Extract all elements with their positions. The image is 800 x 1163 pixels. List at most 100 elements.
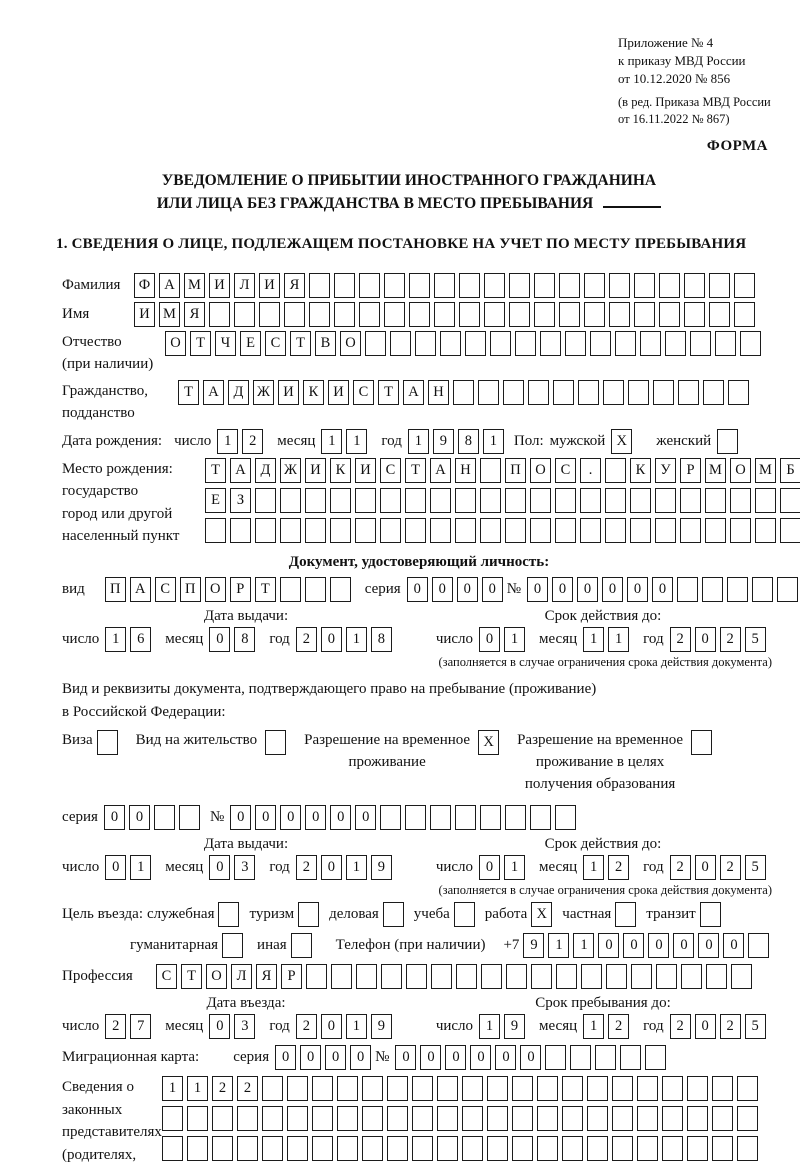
char-cell[interactable]: 0 — [128, 805, 150, 831]
char-cell[interactable]: Р — [229, 576, 251, 602]
purpose-other-checkbox[interactable] — [290, 933, 312, 959]
char-cell[interactable] — [309, 301, 330, 327]
char-cell[interactable]: Я — [184, 301, 205, 327]
char-cell[interactable]: О — [340, 330, 361, 356]
char-cell[interactable]: 1 — [573, 933, 595, 959]
char-cell[interactable]: 9 — [370, 855, 392, 881]
char-cell[interactable] — [434, 301, 455, 327]
char-cell[interactable] — [287, 1136, 308, 1162]
char-cell[interactable] — [737, 1076, 758, 1102]
char-cell[interactable]: 0 — [209, 855, 231, 881]
char-cell[interactable] — [387, 1076, 408, 1102]
char-cell[interactable] — [728, 379, 749, 405]
char-cell[interactable] — [684, 301, 705, 327]
char-cell[interactable]: 0 — [527, 576, 548, 602]
char-cell[interactable] — [512, 1106, 533, 1132]
char-cell[interactable] — [659, 301, 680, 327]
char-cell[interactable] — [595, 1045, 617, 1071]
char-cell[interactable]: 0 — [105, 855, 127, 881]
char-cell[interactable]: 1 — [479, 1014, 501, 1040]
char-cell[interactable] — [662, 1076, 683, 1102]
char-cell[interactable] — [615, 330, 636, 356]
char-cell[interactable]: 2 — [719, 855, 741, 881]
char-cell[interactable] — [681, 964, 702, 990]
char-cell[interactable]: 9 — [504, 1014, 526, 1040]
char-cell[interactable] — [205, 517, 226, 543]
char-cell[interactable]: М — [184, 272, 205, 298]
char-cell[interactable]: А — [230, 457, 251, 483]
char-cell[interactable]: 0 — [230, 805, 252, 831]
char-cell[interactable] — [555, 517, 576, 543]
char-cell[interactable] — [437, 1106, 458, 1132]
char-cell[interactable] — [462, 1106, 483, 1132]
char-cell[interactable]: 5 — [744, 626, 766, 652]
char-cell[interactable] — [565, 330, 586, 356]
char-cell[interactable]: 1 — [217, 428, 239, 454]
char-cell[interactable] — [730, 487, 751, 513]
sex-female-checkbox[interactable] — [717, 428, 739, 454]
char-cell[interactable] — [709, 272, 730, 298]
char-cell[interactable]: А — [129, 576, 151, 602]
char-cell[interactable] — [459, 272, 480, 298]
char-cell[interactable] — [430, 487, 451, 513]
char-cell[interactable]: Е — [240, 330, 261, 356]
char-cell[interactable]: Т — [190, 330, 211, 356]
char-cell[interactable] — [587, 1076, 608, 1102]
char-cell[interactable]: 0 — [320, 855, 342, 881]
char-cell[interactable] — [655, 487, 676, 513]
char-cell[interactable] — [678, 379, 699, 405]
char-cell[interactable] — [334, 301, 355, 327]
char-cell[interactable]: О — [206, 964, 227, 990]
char-cell[interactable] — [606, 964, 627, 990]
char-cell[interactable] — [387, 1136, 408, 1162]
char-cell[interactable] — [705, 517, 726, 543]
char-cell[interactable] — [531, 964, 552, 990]
char-cell[interactable]: 1 — [608, 626, 630, 652]
char-cell[interactable] — [309, 272, 330, 298]
char-cell[interactable] — [515, 330, 536, 356]
char-cell[interactable]: 6 — [130, 626, 152, 652]
char-cell[interactable]: 0 — [673, 933, 695, 959]
char-cell[interactable]: 7 — [130, 1014, 152, 1040]
char-cell[interactable]: Т — [405, 457, 426, 483]
char-cell[interactable] — [662, 1106, 683, 1132]
char-cell[interactable] — [409, 301, 430, 327]
char-cell[interactable] — [462, 1136, 483, 1162]
purpose-transit-checkbox[interactable] — [699, 902, 721, 928]
char-cell[interactable] — [553, 379, 574, 405]
char-cell[interactable]: Я — [284, 272, 305, 298]
char-cell[interactable] — [359, 301, 380, 327]
char-cell[interactable]: 0 — [479, 626, 501, 652]
char-cell[interactable] — [455, 487, 476, 513]
char-cell[interactable]: А — [159, 272, 180, 298]
purpose-study-checkbox[interactable] — [453, 902, 475, 928]
char-cell[interactable] — [605, 517, 626, 543]
char-cell[interactable] — [612, 1136, 633, 1162]
char-cell[interactable] — [465, 330, 486, 356]
char-cell[interactable] — [702, 576, 723, 602]
char-cell[interactable] — [412, 1136, 433, 1162]
char-cell[interactable]: 0 — [350, 1045, 372, 1071]
char-cell[interactable]: 0 — [481, 576, 503, 602]
char-cell[interactable] — [537, 1106, 558, 1132]
char-cell[interactable] — [434, 272, 455, 298]
char-cell[interactable]: 0 — [305, 805, 327, 831]
char-cell[interactable] — [562, 1076, 583, 1102]
char-cell[interactable] — [637, 1076, 658, 1102]
char-cell[interactable] — [690, 330, 711, 356]
char-cell[interactable] — [545, 1045, 567, 1071]
char-cell[interactable] — [640, 330, 661, 356]
char-cell[interactable] — [740, 330, 761, 356]
char-cell[interactable] — [230, 517, 251, 543]
char-cell[interactable]: 8 — [234, 626, 256, 652]
char-cell[interactable] — [562, 1106, 583, 1132]
char-cell[interactable] — [487, 1076, 508, 1102]
char-cell[interactable] — [603, 379, 624, 405]
char-cell[interactable] — [755, 487, 776, 513]
char-cell[interactable]: 2 — [295, 1014, 317, 1040]
char-cell[interactable]: 0 — [694, 855, 716, 881]
char-cell[interactable] — [330, 487, 351, 513]
char-cell[interactable]: 1 — [583, 626, 605, 652]
char-cell[interactable] — [415, 330, 436, 356]
char-cell[interactable] — [780, 517, 800, 543]
